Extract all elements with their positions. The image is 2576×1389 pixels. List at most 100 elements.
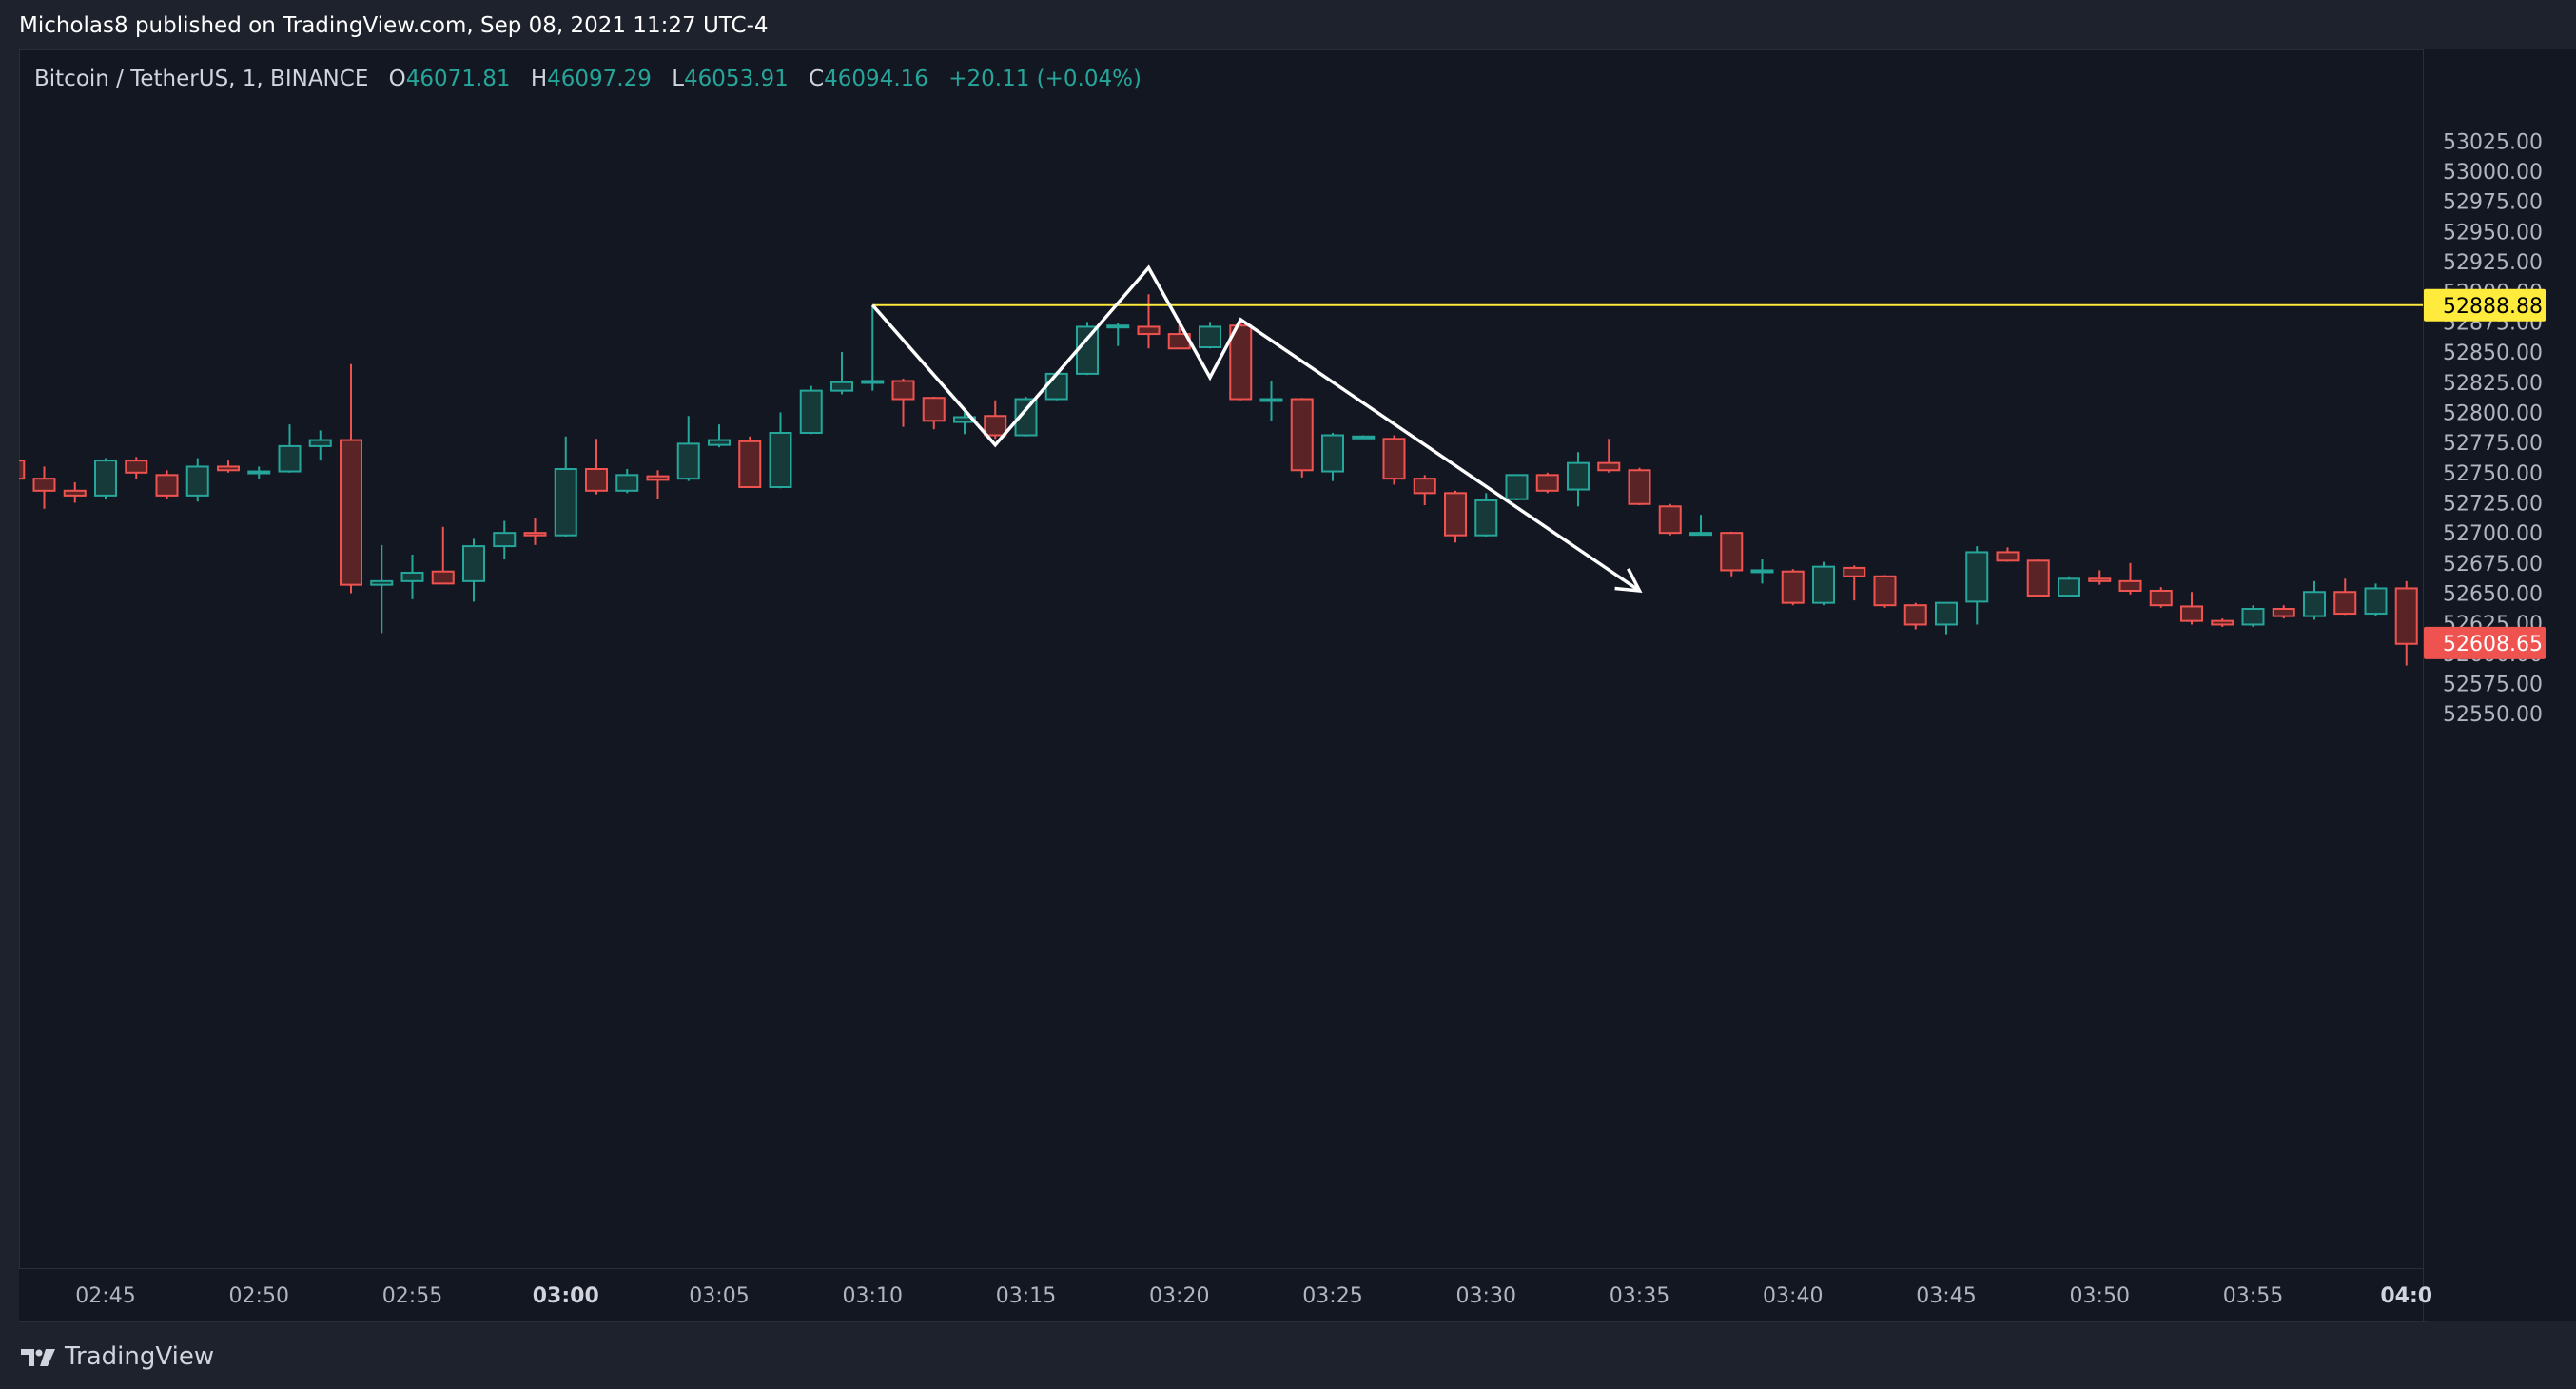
candle-0245[interactable] — [94, 458, 117, 499]
candle-body — [1382, 438, 1406, 480]
candle-0309[interactable] — [830, 352, 853, 395]
candle-0246[interactable] — [125, 457, 148, 479]
candle-0344[interactable] — [1903, 602, 1927, 630]
candle-0313[interactable] — [953, 412, 976, 435]
candle-body — [1106, 324, 1130, 329]
candle-0329[interactable] — [1444, 490, 1467, 543]
candle-0314[interactable] — [984, 400, 1007, 440]
candle-body — [1720, 532, 1744, 572]
candle-0318[interactable] — [1106, 323, 1130, 346]
candle-0331[interactable] — [1505, 474, 1529, 500]
candle-0330[interactable] — [1474, 493, 1498, 537]
candle-0310[interactable] — [861, 304, 885, 391]
candle-0257[interactable] — [462, 538, 485, 602]
candle-body — [1965, 551, 1989, 603]
price-axis[interactable] — [2423, 49, 2576, 1321]
candle-0338[interactable] — [1720, 531, 1744, 577]
candle-0342[interactable] — [1843, 565, 1866, 601]
candle-0347[interactable] — [1996, 547, 2020, 562]
candle-0333[interactable] — [1567, 452, 1590, 507]
candle-0328[interactable] — [1413, 475, 1436, 506]
candle-0255[interactable] — [400, 554, 424, 599]
candle-0251[interactable] — [278, 424, 302, 473]
candle-0250[interactable] — [247, 466, 271, 479]
candle-0311[interactable] — [891, 378, 915, 427]
candle-0305[interactable] — [708, 424, 731, 448]
candle-0256[interactable] — [431, 526, 455, 585]
candle-0252[interactable] — [308, 430, 332, 461]
candle-0308[interactable] — [799, 385, 823, 435]
candle-0303[interactable] — [646, 470, 670, 499]
candle-0249[interactable] — [217, 460, 240, 473]
zigzag-drawing[interactable] — [870, 264, 1641, 593]
candle-body — [891, 380, 915, 401]
candle-0302[interactable] — [615, 468, 639, 494]
candle-0315[interactable] — [1014, 396, 1038, 437]
candle-0346[interactable] — [1965, 546, 1989, 625]
candle-0253[interactable] — [340, 363, 362, 594]
candle-0348[interactable] — [2026, 559, 2050, 597]
candle-0340[interactable] — [1781, 569, 1805, 606]
candle-body — [2241, 607, 2265, 626]
candle-0319[interactable] — [1137, 294, 1161, 349]
candle-0345[interactable] — [1935, 601, 1958, 635]
candle-body — [1505, 474, 1529, 500]
candle-0247[interactable] — [155, 470, 179, 499]
candle-0358[interactable] — [2333, 578, 2357, 616]
candle-0300[interactable] — [554, 436, 577, 537]
candle-0307[interactable] — [769, 412, 792, 489]
time-axis[interactable] — [19, 1268, 2423, 1321]
candle-0332[interactable] — [1535, 472, 1559, 494]
candle-body — [2088, 577, 2112, 582]
candle-0301[interactable] — [585, 439, 608, 495]
candle-0259[interactable] — [523, 518, 547, 545]
candle-body — [19, 460, 26, 480]
candle-0349[interactable] — [2058, 576, 2080, 597]
candle-0356[interactable] — [2272, 605, 2295, 619]
candle-body — [431, 570, 455, 585]
candle-0334[interactable] — [1597, 439, 1621, 473]
candle-body — [1689, 532, 1712, 537]
candle-0354[interactable] — [2211, 618, 2234, 628]
candle-0322[interactable] — [1229, 322, 1253, 401]
candle-0321[interactable] — [1199, 322, 1221, 349]
candle-0244[interactable] — [63, 481, 87, 503]
candle-body — [1597, 461, 1621, 472]
candle-0242[interactable] — [19, 448, 26, 490]
candle-body — [861, 380, 885, 384]
candle-0350[interactable] — [2088, 570, 2112, 585]
candle-0325[interactable] — [1321, 432, 1344, 481]
candle-0343[interactable] — [1873, 575, 1897, 608]
candle-0359[interactable] — [2364, 583, 2388, 616]
candle-0312[interactable] — [922, 396, 946, 430]
candle-body — [615, 474, 639, 492]
candle-body — [708, 439, 731, 446]
candle-0339[interactable] — [1750, 559, 1774, 584]
candle-0258[interactable] — [493, 520, 517, 560]
candle-0254[interactable] — [370, 544, 394, 634]
candle-0335[interactable] — [1628, 467, 1651, 506]
candle-0243[interactable] — [32, 466, 56, 509]
candle-body — [2394, 587, 2418, 645]
candle-0352[interactable] — [2149, 587, 2173, 608]
candle-body — [646, 475, 670, 481]
candle-0326[interactable] — [1352, 435, 1376, 440]
chart-frame[interactable] — [19, 49, 2428, 1322]
candle-0304[interactable] — [676, 416, 700, 481]
candle-0400[interactable] — [2394, 580, 2418, 666]
candle-0337[interactable] — [1689, 515, 1712, 537]
candle-0341[interactable] — [1812, 561, 1835, 606]
candle-0327[interactable] — [1382, 435, 1406, 485]
candle-0357[interactable] — [2303, 580, 2326, 620]
candle-0306[interactable] — [738, 436, 762, 489]
candle-0323[interactable] — [1259, 381, 1283, 421]
candle-body — [278, 444, 302, 473]
candle-0353[interactable] — [2180, 592, 2203, 625]
candle-0336[interactable] — [1658, 503, 1682, 536]
candle-0324[interactable] — [1290, 398, 1314, 478]
candlestick-chart[interactable] — [19, 49, 2423, 1267]
candle-0355[interactable] — [2241, 605, 2265, 628]
candle-0248[interactable] — [185, 458, 209, 502]
footer-brand[interactable]: TradingView — [19, 1340, 214, 1374]
candle-0351[interactable] — [2118, 562, 2142, 595]
